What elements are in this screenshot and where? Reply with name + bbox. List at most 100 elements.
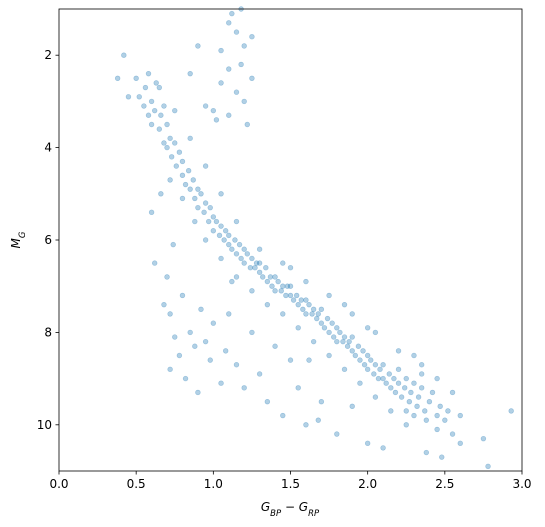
point xyxy=(371,371,377,377)
point xyxy=(158,191,164,197)
point xyxy=(380,445,386,451)
point xyxy=(395,366,402,373)
point xyxy=(334,338,340,345)
point xyxy=(226,20,232,26)
point xyxy=(434,426,440,433)
point xyxy=(226,232,232,239)
point xyxy=(293,292,300,299)
point xyxy=(264,301,271,308)
point xyxy=(176,149,183,155)
point xyxy=(388,408,394,414)
point xyxy=(218,255,224,262)
point xyxy=(236,241,243,248)
point xyxy=(326,329,332,336)
point xyxy=(368,357,374,363)
point xyxy=(357,357,363,363)
y-label-part: M xyxy=(9,237,23,248)
point xyxy=(357,380,363,386)
point xyxy=(233,29,240,35)
point xyxy=(195,43,201,49)
point xyxy=(141,103,147,109)
point xyxy=(344,343,351,349)
y-tick-label: 10 xyxy=(37,418,52,432)
point xyxy=(395,380,402,386)
point xyxy=(133,75,139,82)
point xyxy=(233,218,240,225)
point xyxy=(310,306,317,312)
point xyxy=(434,375,440,382)
point xyxy=(372,362,379,368)
point xyxy=(148,98,155,105)
point xyxy=(406,399,413,405)
point xyxy=(411,412,417,419)
point xyxy=(218,80,224,86)
point xyxy=(295,385,301,391)
point xyxy=(202,103,209,109)
point xyxy=(145,70,152,77)
point xyxy=(232,237,238,243)
y-tick-label: 4 xyxy=(44,141,52,155)
point xyxy=(256,371,263,377)
point xyxy=(173,163,179,169)
point xyxy=(249,34,255,40)
point xyxy=(247,265,254,271)
point xyxy=(151,107,158,114)
point xyxy=(341,366,348,373)
point xyxy=(306,357,312,363)
point xyxy=(264,278,271,285)
point xyxy=(192,218,198,225)
point xyxy=(275,278,281,285)
point xyxy=(418,371,425,377)
point xyxy=(216,232,223,239)
point xyxy=(372,394,379,400)
point xyxy=(187,70,193,77)
point xyxy=(190,177,196,183)
point xyxy=(283,292,289,299)
point xyxy=(233,89,240,95)
point xyxy=(213,117,220,123)
point xyxy=(310,338,317,345)
point xyxy=(222,348,229,354)
point xyxy=(364,352,371,359)
point xyxy=(218,47,224,54)
point xyxy=(206,218,212,225)
point xyxy=(226,241,232,248)
x-label-part: − G xyxy=(281,500,308,514)
point xyxy=(434,412,440,419)
point xyxy=(218,191,224,197)
point xyxy=(156,84,163,91)
point xyxy=(148,121,155,128)
point xyxy=(164,121,170,128)
point xyxy=(346,338,352,345)
point xyxy=(290,297,297,303)
point xyxy=(202,237,209,243)
point xyxy=(207,204,213,211)
point xyxy=(375,375,382,382)
point xyxy=(249,329,255,336)
point xyxy=(361,362,368,368)
point xyxy=(411,380,417,386)
point xyxy=(210,214,217,220)
point xyxy=(195,204,201,211)
point xyxy=(341,301,348,308)
y-tick-label: 8 xyxy=(44,325,52,339)
point xyxy=(349,311,355,317)
point xyxy=(226,311,232,317)
point xyxy=(340,338,346,345)
point xyxy=(352,352,359,359)
point xyxy=(226,112,232,118)
point xyxy=(249,255,255,262)
point xyxy=(341,334,348,340)
point xyxy=(508,408,514,414)
point xyxy=(392,389,399,396)
point xyxy=(249,288,255,294)
point xyxy=(306,301,312,308)
point xyxy=(210,320,217,326)
point xyxy=(437,403,443,410)
point xyxy=(207,357,213,363)
point xyxy=(426,399,433,405)
point xyxy=(418,385,425,391)
point xyxy=(172,140,178,146)
point xyxy=(377,366,383,373)
